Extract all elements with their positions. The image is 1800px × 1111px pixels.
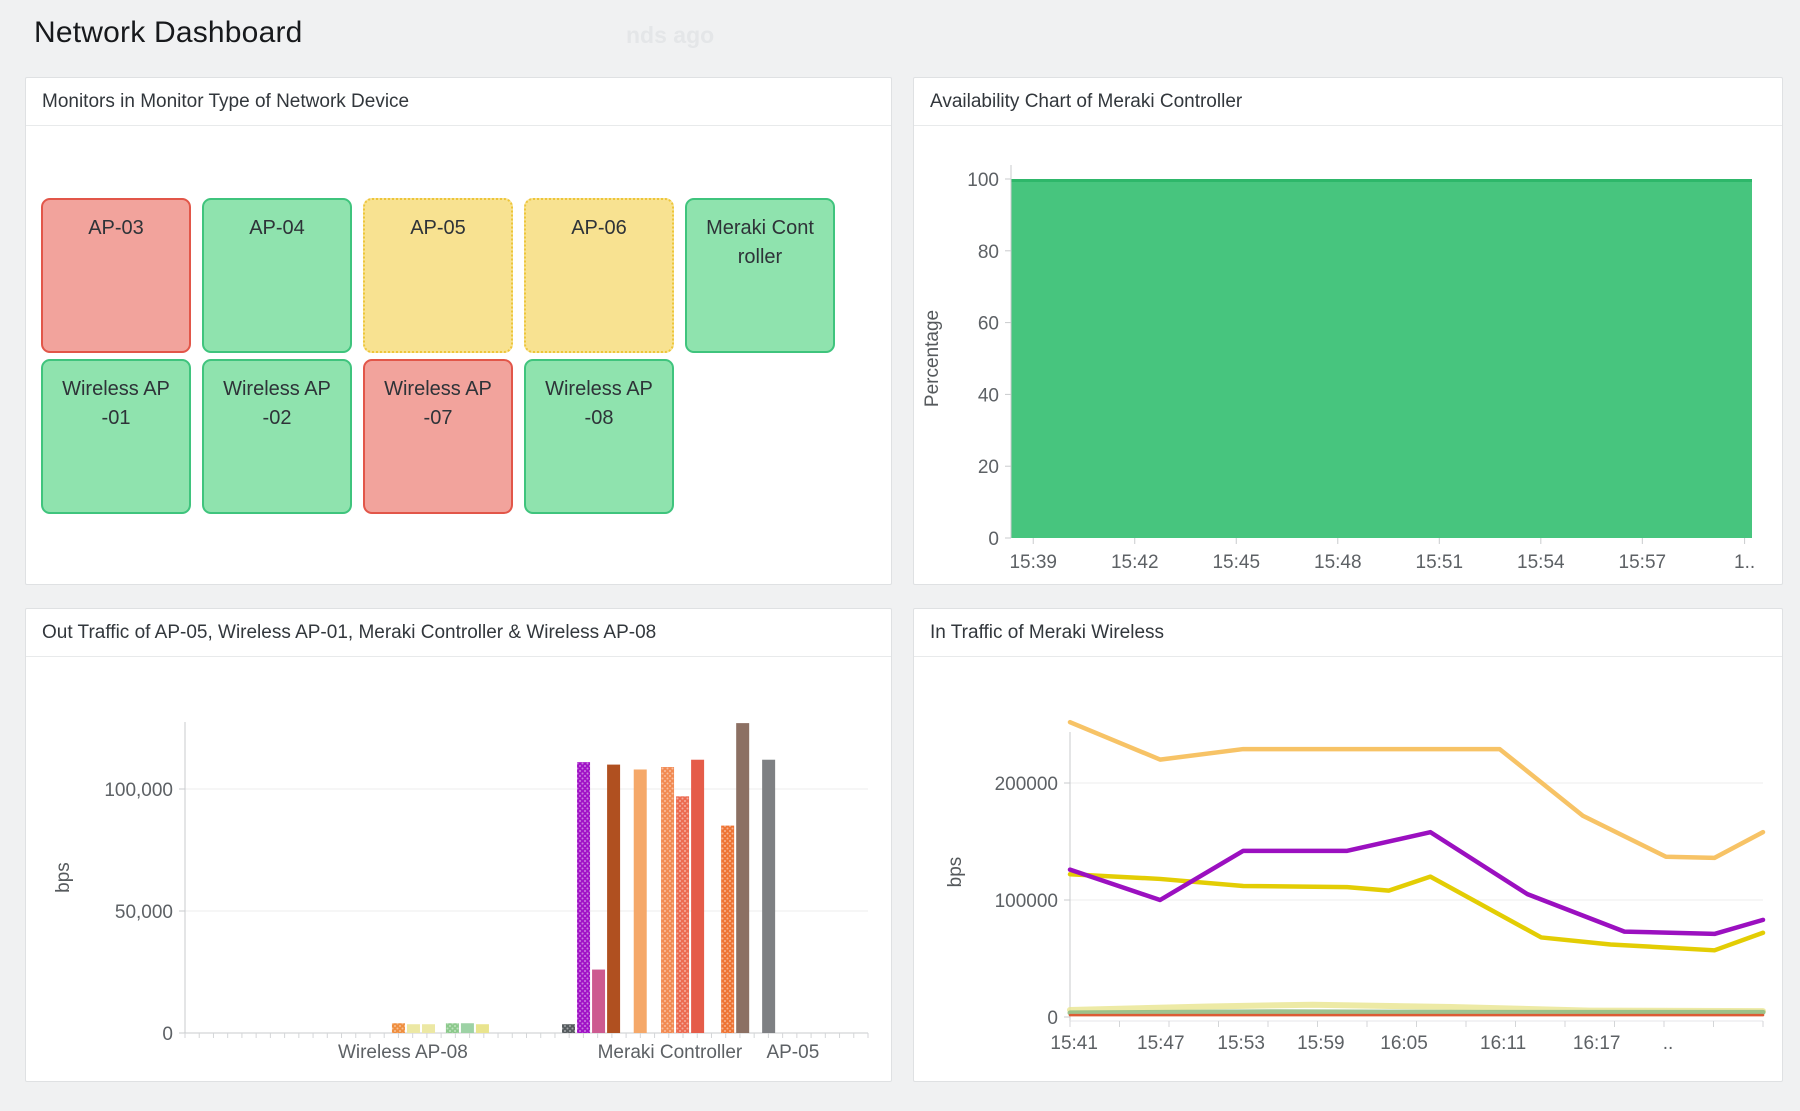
svg-text:15:42: 15:42 [1111,552,1159,573]
series-green [1067,1009,1766,1016]
svg-text:0: 0 [1047,1008,1058,1029]
svg-text:15:45: 15:45 [1212,552,1260,573]
panel-in-traffic: In Traffic of Meraki Wireless 0 100000 200… [913,608,1783,1082]
svg-text:200000: 200000 [995,774,1058,795]
bar-#ece8a4 [406,1024,420,1033]
series-amber [1067,719,1766,861]
monitor-tile-label: -07 [423,407,453,429]
svg-text:40: 40 [978,385,999,406]
monitor-tile-label: Wireless AP [62,378,170,400]
panel-out-traffic-header: Out Traffic of AP-05, Wireless AP-01, Me… [26,609,891,657]
svg-text:15:59: 15:59 [1297,1033,1345,1054]
svg-text:15:57: 15:57 [1619,552,1667,573]
out-traffic-bar-chart: 0 50,000 100,000 Wireless AP-08 Meraki Contr… [53,722,869,1063]
monitor-tile-ap-05[interactable]: AP-05 [363,198,513,353]
svg-text:16:11: 16:11 [1480,1033,1526,1054]
svg-text:0: 0 [988,529,999,550]
monitor-tile-wireless-ap-02[interactable]: Wireless AP -02 [202,359,352,514]
panel-in-traffic-header: In Traffic of Meraki Wireless [914,609,1782,657]
svg-text:16:17: 16:17 [1573,1033,1621,1054]
svg-text:Percentage: Percentage [922,310,943,407]
bar-#9dd2a5 [460,1023,474,1033]
panel-monitors-header: Monitors in Monitor Type of Network Devi… [26,78,891,126]
monitor-tile-wireless-ap-01[interactable]: Wireless AP -01 [41,359,191,514]
monitor-tile-label: Wireless AP [545,378,653,400]
monitor-tile-label: Wireless AP [384,378,492,400]
monitor-tile-label: Wireless AP [223,378,331,400]
svg-text:100: 100 [967,170,999,191]
monitor-tile-label: AP-04 [249,217,305,239]
monitor-tile-label: AP-03 [88,217,144,239]
bar-#ece8a4 [422,1024,436,1033]
panel-availability: Availability Chart of Meraki Controller … [913,77,1783,585]
panel-availability-title: Availability Chart of Meraki Controller [930,90,1243,112]
svg-text:bps: bps [945,857,966,888]
faded-refresh-text: nds ago [626,22,715,48]
svg-text:1..: 1.. [1734,552,1755,573]
bar-#cd5a90 [592,969,606,1033]
svg-text:60: 60 [978,314,999,335]
panel-out-traffic-title: Out Traffic of AP-05, Wireless AP-01, Me… [42,621,657,643]
panel-monitors: Monitors in Monitor Type of Network Devi… [25,77,892,585]
panel-monitors-title: Monitors in Monitor Type of Network Devi… [42,90,410,112]
bar-#e55c49 [691,759,705,1033]
monitor-tile-meraki-controller[interactable]: Meraki Cont roller [685,198,835,353]
svg-text:16:05: 16:05 [1380,1033,1428,1054]
panel-in-traffic-title: In Traffic of Meraki Wireless [930,621,1165,643]
series-yellow [1067,872,1766,953]
monitor-tile-ap-06[interactable]: AP-06 [524,198,674,353]
svg-text:15:54: 15:54 [1517,552,1565,573]
monitor-tile-label: -02 [262,407,292,429]
svg-text:15:39: 15:39 [1009,552,1057,573]
svg-text:..: .. [1663,1033,1674,1054]
bar-#8c7063 [736,723,750,1033]
monitor-tile-grid: AP-03 AP-04 AP-05 AP-06 Meraki Cont roller Wir… [26,126,891,584]
monitor-tile-label: roller [737,246,783,268]
bar-#e9e48e [475,1024,489,1033]
monitor-tile-label: AP-06 [571,217,627,239]
monitor-tile-label: AP-05 [410,217,466,239]
availability-area-chart: 0 20 40 60 80 100 15:39 15:42 15:45 15:48 15:51 15:… [922,165,1755,573]
svg-text:15:48: 15:48 [1314,552,1362,573]
in-traffic-line-chart: 0 100000 200000 15:41 15:47 15:53 15:59 16:05 16… [945,719,1766,1054]
bar-#7e8083 [762,759,776,1033]
svg-text:15:51: 15:51 [1416,552,1464,573]
monitor-tile-label: -08 [584,407,614,429]
panel-availability-header: Availability Chart of Meraki Controller [914,78,1782,126]
panel-out-traffic: Out Traffic of AP-05, Wireless AP-01, Me… [25,608,892,1082]
svg-text:50,000: 50,000 [115,902,173,923]
series-purple [1067,829,1766,937]
bar-#b05020 [607,764,621,1033]
svg-text:100,000: 100,000 [104,780,173,801]
svg-text:15:47: 15:47 [1137,1033,1185,1054]
svg-text:Wireless AP-08: Wireless AP-08 [338,1042,468,1063]
svg-text:80: 80 [978,242,999,263]
monitor-tile-ap-04[interactable]: AP-04 [202,198,352,353]
page-title: Network Dashboard [34,16,303,49]
svg-text:15:41: 15:41 [1050,1033,1098,1054]
monitor-tile-ap-03[interactable]: AP-03 [41,198,191,353]
svg-text:0: 0 [162,1024,173,1045]
monitor-tile-label: -01 [101,407,131,429]
monitor-tile-wireless-ap-07[interactable]: Wireless AP -07 [363,359,513,514]
svg-text:AP-05: AP-05 [766,1042,819,1063]
svg-text:100000: 100000 [995,891,1058,912]
bar-#f5a869 [633,769,647,1033]
monitor-tile-label: Meraki Cont [706,217,814,239]
svg-text:20: 20 [978,457,999,478]
svg-text:15:53: 15:53 [1217,1033,1265,1054]
svg-text:bps: bps [53,862,74,893]
monitor-tile-wireless-ap-08[interactable]: Wireless AP -08 [524,359,674,514]
svg-text:Meraki Controller: Meraki Controller [598,1042,743,1063]
